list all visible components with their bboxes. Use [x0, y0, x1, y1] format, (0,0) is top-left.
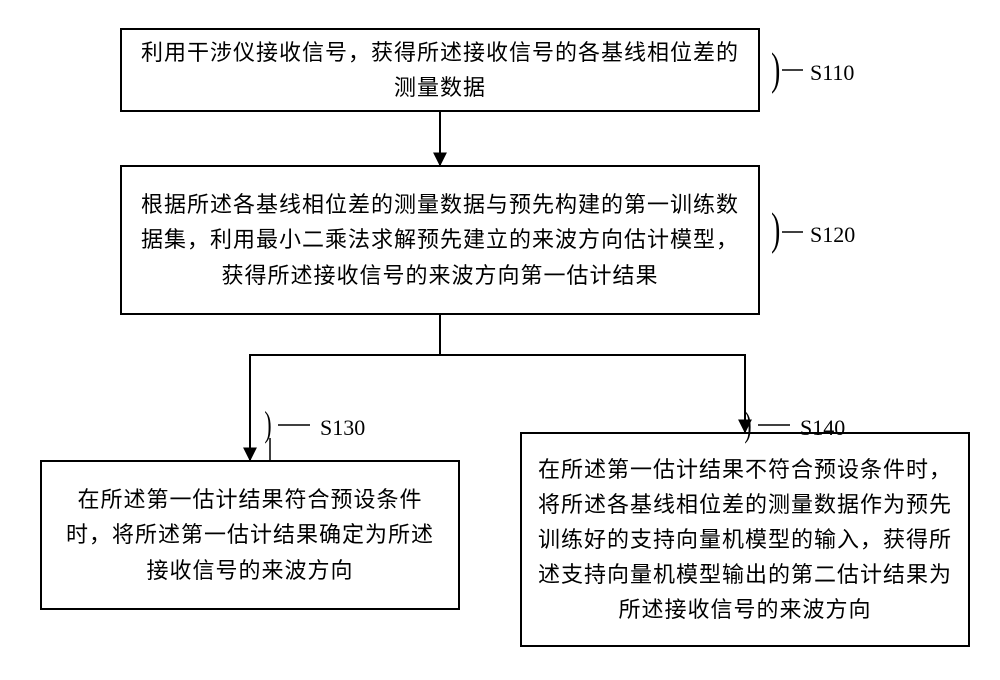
label-s140: S140 [800, 415, 845, 441]
node-s130: 在所述第一估计结果符合预设条件时，将所述第一估计结果确定为所述接收信号的来波方向 [40, 460, 460, 610]
label-s110: S110 [810, 60, 854, 86]
node-s140-text: 在所述第一估计结果不符合预设条件时，将所述各基线相位差的测量数据作为预先训练好的… [536, 452, 954, 628]
flowchart-canvas: 利用干涉仪接收信号，获得所述接收信号的各基线相位差的测量数据 ) S110 根据… [0, 0, 1000, 680]
brace-s110: ) [771, 42, 780, 95]
brace-s140: ) [744, 403, 751, 445]
node-s130-text: 在所述第一估计结果符合预设条件时，将所述第一估计结果确定为所述接收信号的来波方向 [56, 482, 444, 588]
brace-s120: ) [771, 202, 780, 255]
label-s130: S130 [320, 415, 365, 441]
node-s110-text: 利用干涉仪接收信号，获得所述接收信号的各基线相位差的测量数据 [136, 35, 744, 105]
node-s120-text: 根据所述各基线相位差的测量数据与预先构建的第一训练数据集，利用最小二乘法求解预先… [136, 187, 744, 293]
node-s140: 在所述第一估计结果不符合预设条件时，将所述各基线相位差的测量数据作为预先训练好的… [520, 432, 970, 647]
label-s120: S120 [810, 222, 855, 248]
node-s120: 根据所述各基线相位差的测量数据与预先构建的第一训练数据集，利用最小二乘法求解预先… [120, 165, 760, 315]
node-s110: 利用干涉仪接收信号，获得所述接收信号的各基线相位差的测量数据 [120, 28, 760, 112]
brace-s130: ) [264, 403, 271, 445]
edge-s120-s140 [440, 315, 745, 432]
